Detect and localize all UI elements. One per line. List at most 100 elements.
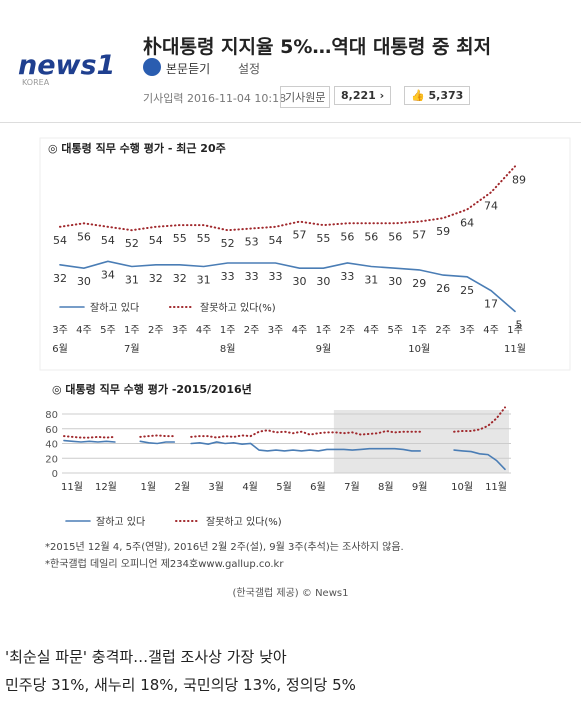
x-tick-label: 3월: [208, 481, 224, 493]
data-label: 33: [221, 270, 235, 283]
highlight-band: [333, 410, 509, 473]
listen-button[interactable]: 본문듣기: [166, 62, 211, 76]
body-line: 민주당 31%, 새누리 18%, 국민의당 13%, 정의당 5%: [5, 676, 356, 694]
month-label: 10월: [408, 343, 430, 355]
chart-title: ◎ 대통령 직무 수행 평가 - 최근 20주: [48, 141, 226, 155]
series-line: [63, 406, 506, 439]
data-label: 56: [364, 230, 378, 243]
x-tick-label: 9월: [412, 481, 428, 493]
x-tick-label: 1주: [507, 325, 523, 336]
data-label: 89: [512, 173, 526, 186]
x-tick-label: 3주: [459, 325, 475, 336]
legend-label: 잘하고 있다: [90, 301, 139, 314]
settings-button[interactable]: 설정: [238, 62, 261, 76]
data-label: 30: [388, 275, 402, 288]
x-tick-label: 4주: [292, 325, 308, 336]
data-label: 52: [125, 237, 139, 250]
x-tick-label: 3주: [172, 325, 188, 336]
x-tick-label: 8월: [378, 481, 394, 493]
data-label: 31: [364, 273, 378, 286]
data-label: 31: [125, 273, 139, 286]
data-label: 25: [460, 284, 474, 297]
data-label: 32: [53, 272, 67, 285]
x-tick-label: 1주: [316, 325, 332, 336]
y-tick-label: 40: [45, 440, 58, 451]
month-label: 6월: [52, 343, 68, 355]
chart-title: ◎ 대통령 직무 수행 평가 -2015/2016년: [52, 382, 252, 396]
original-button[interactable]: 기사원문: [280, 86, 331, 108]
data-label: 30: [316, 275, 330, 288]
x-tick-label: 3주: [52, 325, 68, 336]
x-tick-label: 1주: [220, 325, 236, 336]
data-label: 56: [388, 230, 402, 243]
data-label: 34: [101, 268, 115, 281]
likes-count: 5,373: [428, 89, 464, 102]
data-label: 56: [77, 230, 91, 243]
y-tick-label: 60: [45, 425, 58, 436]
data-label: 33: [269, 270, 283, 283]
y-tick-label: 0: [52, 469, 58, 480]
data-label: 54: [149, 234, 163, 247]
note: *한국갤럽 데일리 오피니언 제234호www.gallup.co.kr: [45, 559, 284, 570]
x-tick-label: 5주: [387, 325, 403, 336]
chart-box: [39, 137, 571, 371]
month-label: 9월: [316, 343, 332, 355]
data-label: 52: [221, 237, 235, 250]
logo: news1: [18, 50, 115, 81]
data-label: 55: [173, 232, 187, 245]
x-tick-label: 4주: [364, 325, 380, 336]
data-label: 54: [269, 234, 283, 247]
y-tick-label: 80: [45, 410, 58, 421]
article-date: 기사입력 2016-11-04 10:18: [143, 92, 287, 105]
data-label: 57: [412, 229, 426, 242]
x-tick-label: 1주: [411, 325, 427, 336]
data-label: 54: [101, 234, 115, 247]
legend-label: 잘못하고 있다(%): [200, 301, 276, 314]
x-tick-label: 2주: [435, 325, 451, 336]
data-label: 26: [436, 282, 450, 295]
data-label: 31: [197, 273, 211, 286]
data-label: 32: [149, 272, 163, 285]
data-label: 33: [340, 270, 354, 283]
data-label: 32: [173, 272, 187, 285]
comments-button[interactable]: 8,221 ›: [334, 86, 392, 105]
data-label: 29: [412, 277, 426, 290]
data-label: 57: [292, 229, 306, 242]
x-tick-label: 2주: [148, 325, 164, 336]
month-label: 7월: [124, 343, 140, 355]
comments-count: 8,221: [341, 89, 376, 102]
logo-sub: KOREA: [22, 78, 50, 87]
x-tick-label: 10월: [451, 481, 473, 493]
month-label: 8월: [220, 343, 236, 355]
x-tick-label: 4주: [483, 325, 499, 336]
x-tick-label: 11월: [485, 481, 507, 493]
note: *2015년 12월 4, 5주(연말), 2016년 2월 2주(설), 9월…: [45, 542, 404, 553]
x-tick-label: 5주: [100, 325, 116, 336]
x-tick-label: 6월: [310, 481, 326, 493]
x-tick-label: 1월: [141, 481, 157, 493]
data-label: 55: [197, 232, 211, 245]
logo-text: news1: [18, 50, 116, 81]
credit: (한국갤럽 제공) © News1: [232, 588, 349, 599]
data-label: 17: [484, 298, 498, 311]
x-tick-label: 3주: [268, 325, 284, 336]
x-tick-label: 5월: [276, 481, 292, 493]
data-label: 64: [460, 217, 474, 230]
x-tick-label: 7월: [344, 481, 360, 493]
series-line: [59, 165, 516, 232]
data-label: 74: [484, 199, 498, 212]
legend-label: 잘못하고 있다(%): [206, 515, 282, 528]
y-tick-label: 20: [45, 454, 58, 465]
month-label: 11월: [504, 343, 526, 355]
data-label: 33: [245, 270, 259, 283]
likes-button[interactable]: 👍 5,373: [404, 86, 471, 105]
x-tick-label: 4주: [196, 325, 212, 336]
x-tick-label: 4주: [76, 325, 92, 336]
x-tick-label: 4월: [242, 481, 258, 493]
data-label: 54: [53, 234, 67, 247]
series-line: [59, 260, 516, 313]
x-tick-label: 12월: [95, 481, 117, 493]
divider: [0, 122, 581, 123]
article-title: 朴대통령 지지율 5%…역대 대통령 중 최저: [143, 36, 492, 58]
